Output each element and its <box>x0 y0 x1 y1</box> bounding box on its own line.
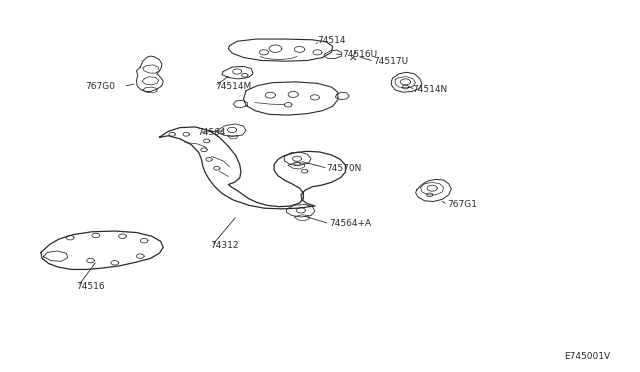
Text: E745001V: E745001V <box>564 352 611 361</box>
Text: 74564: 74564 <box>198 128 226 137</box>
Text: 74516: 74516 <box>77 282 105 291</box>
Text: 74514M: 74514M <box>215 82 251 91</box>
Text: 74564+A: 74564+A <box>330 219 372 228</box>
Text: 74570N: 74570N <box>326 164 362 173</box>
Text: 74514N: 74514N <box>412 85 447 94</box>
Text: 74516U: 74516U <box>342 51 378 60</box>
Text: 74517U: 74517U <box>373 57 408 66</box>
Text: 74514: 74514 <box>317 36 346 45</box>
Text: 74312: 74312 <box>211 241 239 250</box>
Text: 767G1: 767G1 <box>447 200 477 209</box>
Text: 767G0: 767G0 <box>85 82 115 91</box>
